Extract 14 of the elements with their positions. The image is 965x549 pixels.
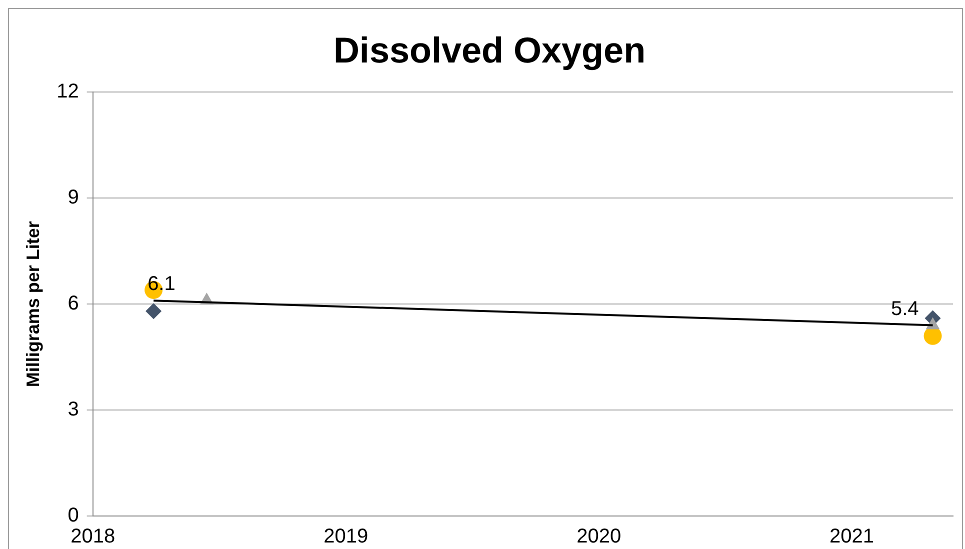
y-tick-label: 12 bbox=[56, 80, 79, 103]
point bbox=[146, 303, 162, 320]
x-tick-label: 2020 bbox=[576, 526, 622, 548]
x-tick-label: 2018 bbox=[70, 526, 116, 548]
data-label: 5.4 bbox=[890, 298, 919, 320]
y-tick-label: 6 bbox=[68, 292, 79, 315]
data-label: 6.1 bbox=[148, 273, 176, 296]
y-tick-label: 3 bbox=[68, 398, 79, 421]
y-tick-label: 0 bbox=[68, 504, 79, 527]
chart-title: Dissolved Oxygen bbox=[333, 30, 646, 71]
y-tick-label: 9 bbox=[68, 186, 79, 209]
x-tick-label: 2019 bbox=[324, 526, 368, 548]
y-axis-title: Milligrams per Liter bbox=[22, 221, 43, 388]
x-tick-label: 2021 bbox=[830, 526, 874, 548]
